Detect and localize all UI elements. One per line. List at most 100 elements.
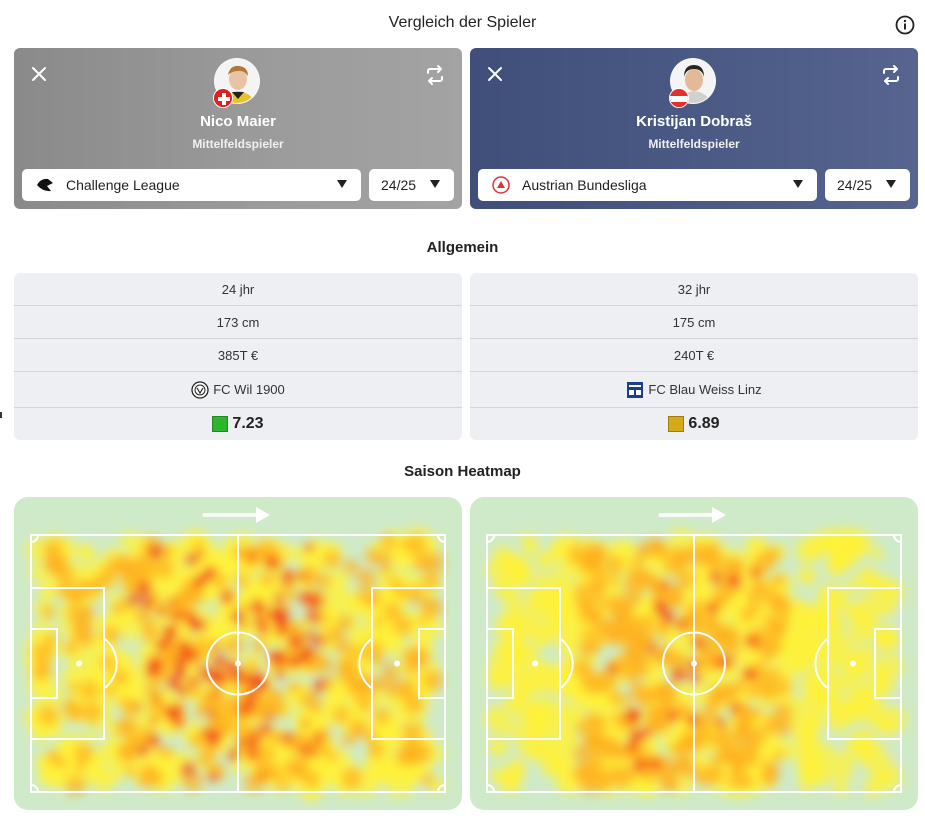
heat-spot	[76, 603, 95, 623]
heat-spot	[212, 574, 228, 590]
heat-spot	[879, 721, 896, 737]
stat-height: 173 cm	[14, 306, 462, 339]
heat-spot	[274, 668, 286, 680]
section-title-heatmap: Saison Heatmap	[404, 463, 521, 480]
heatmap-left	[14, 497, 462, 810]
heat-spot	[772, 677, 791, 696]
season-select[interactable]: 24/25	[825, 169, 910, 201]
heat-spot	[797, 739, 821, 763]
heat-spot	[688, 670, 703, 685]
heat-spot	[380, 533, 397, 550]
heat-spot	[760, 772, 773, 785]
heat-spot	[195, 619, 208, 631]
heat-spot	[853, 730, 878, 755]
penalty-spot-left	[532, 660, 538, 667]
heat-spot	[857, 614, 878, 634]
close-icon[interactable]	[486, 65, 504, 83]
heat-spot	[422, 669, 444, 691]
stat-rating: 7.23	[14, 408, 462, 440]
league-select[interactable]: Austrian Bundesliga	[478, 169, 817, 201]
heat-spot	[698, 706, 719, 727]
season-select[interactable]: 24/25	[369, 169, 454, 201]
info-icon[interactable]	[895, 15, 915, 35]
chevron-down-icon	[886, 180, 896, 188]
heat-spot	[196, 671, 208, 682]
swap-icon[interactable]	[880, 64, 902, 86]
heat-spot	[762, 650, 775, 662]
heat-spot	[250, 598, 265, 614]
austrian-bundesliga-icon	[490, 174, 512, 196]
heat-spot	[573, 590, 590, 607]
heat-spot	[504, 561, 529, 587]
heat-spot	[406, 740, 422, 755]
heat-spot	[238, 701, 254, 717]
heat-spot	[95, 568, 116, 590]
heat-spot	[692, 637, 705, 650]
heat-spot	[546, 583, 571, 608]
heatmap-pitch	[483, 507, 907, 799]
heat-spot	[162, 746, 174, 759]
heat-spot	[196, 550, 205, 559]
heat-spot	[590, 754, 604, 767]
heat-spot	[605, 555, 625, 574]
heat-spot	[257, 745, 276, 764]
heat-spot	[127, 731, 144, 748]
heat-spot	[49, 553, 69, 574]
heat-spot	[364, 548, 381, 564]
heat-spot	[487, 736, 509, 758]
swap-icon[interactable]	[424, 64, 446, 86]
corner-arc	[486, 534, 495, 543]
heat-spot	[521, 532, 535, 546]
heat-spot	[260, 572, 275, 587]
heat-spot	[367, 742, 385, 759]
heat-spot	[694, 765, 717, 787]
corner-arc	[437, 784, 446, 793]
heat-spot	[184, 647, 199, 662]
heat-spot	[258, 624, 270, 636]
heat-spot	[486, 557, 511, 582]
heat-spot	[286, 589, 299, 602]
heat-spot	[204, 565, 217, 579]
heat-spot	[300, 689, 320, 710]
heat-spot	[280, 569, 297, 586]
heat-spot	[341, 732, 355, 747]
heat-spot	[587, 674, 608, 695]
heat-spot	[180, 768, 190, 777]
heat-spot	[239, 619, 248, 628]
corner-arc	[437, 534, 446, 543]
heat-spot	[388, 576, 401, 589]
heat-spot	[371, 654, 384, 666]
stat-age: 32 jhr	[470, 273, 918, 306]
heat-spot	[765, 591, 788, 613]
heat-spot	[772, 750, 784, 762]
heat-spot	[803, 535, 828, 560]
heat-spot	[591, 578, 607, 595]
close-icon[interactable]	[30, 65, 48, 83]
league-label: Austrian Bundesliga	[522, 177, 647, 193]
heat-spot	[857, 566, 876, 586]
heat-spot	[207, 771, 219, 782]
player-position: Mittelfeldspieler	[192, 137, 284, 151]
heat-spot	[133, 702, 143, 711]
heat-spot	[246, 732, 262, 748]
heat-spot	[173, 654, 189, 669]
heat-spot	[138, 745, 149, 756]
heat-spot	[710, 751, 726, 767]
heat-spot	[670, 546, 684, 560]
heat-spot	[382, 602, 402, 622]
penalty-arc-left	[103, 637, 118, 690]
heat-spot	[120, 531, 140, 551]
heat-spot	[669, 742, 683, 756]
center-spot	[235, 660, 241, 667]
heat-spot	[742, 666, 758, 682]
heat-spot	[744, 633, 760, 648]
heat-spot	[264, 712, 274, 722]
league-select[interactable]: Challenge League	[22, 169, 361, 201]
heat-spot	[332, 706, 351, 724]
heat-spot	[802, 729, 815, 743]
club-name: FC Wil 1900	[213, 382, 285, 397]
heat-spot	[763, 546, 781, 564]
heat-spot	[306, 592, 322, 608]
heat-spot	[84, 655, 101, 672]
heat-spot	[347, 645, 362, 660]
